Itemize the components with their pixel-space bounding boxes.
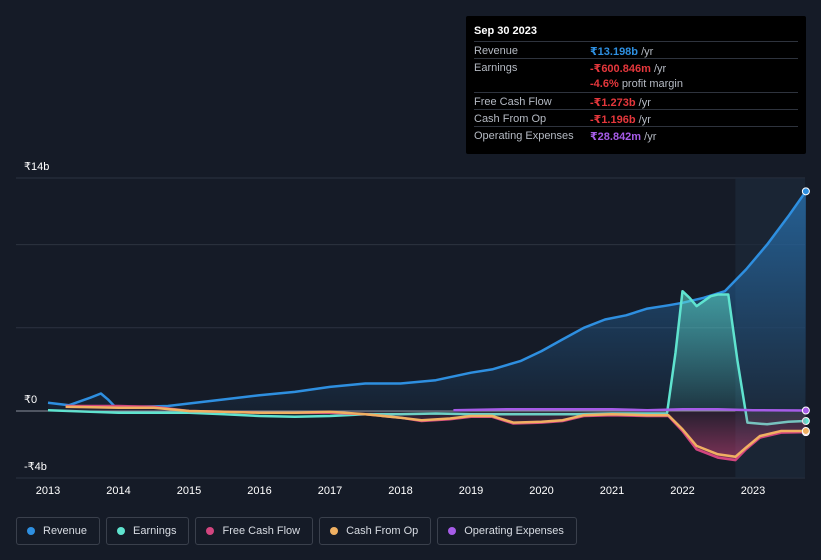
legend-item-revenue[interactable]: Revenue: [16, 517, 101, 545]
unit: /yr: [653, 63, 667, 75]
legend: Revenue Earnings Free Cash Flow Cash Fro…: [16, 517, 577, 547]
tooltip-panel: Sep 30 2023 Revenue ₹13.198b /yr Earning…: [466, 16, 806, 154]
cfo-value: -₹1.196b: [590, 114, 636, 126]
legend-label: Earnings: [133, 525, 177, 537]
tooltip-value-earnings: -₹600.846m /yr: [590, 62, 666, 75]
x-tick-label: 2022: [670, 485, 695, 497]
earnings-value: -₹600.846m: [590, 63, 651, 75]
cash-from-op-end-point: [801, 426, 810, 435]
legend-dot-icon: [448, 527, 457, 535]
legend-item-operating-expenses[interactable]: Operating Expenses: [437, 517, 577, 545]
x-tick-label: 2015: [176, 485, 202, 497]
legend-label: Revenue: [43, 525, 88, 537]
legend-item-free-cash-flow[interactable]: Free Cash Flow: [195, 517, 314, 545]
unit: /yr: [641, 46, 654, 58]
y-label-bottom: -₹4b: [24, 461, 47, 473]
tooltip-label: Cash From Op: [474, 113, 547, 125]
opex-value: ₹28.842m: [590, 131, 642, 143]
tooltip-row-fcf: Free Cash Flow -₹1.273b /yr: [474, 92, 798, 110]
legend-dot-icon: [206, 527, 215, 535]
tooltip-row-margin: -4.6% profit margin: [474, 75, 798, 92]
tooltip-row-earnings: Earnings -₹600.846m /yr: [474, 58, 798, 76]
unit: profit margin: [621, 78, 683, 90]
x-tick-label: 2020: [529, 485, 554, 497]
x-tick-label: 2023: [740, 485, 766, 497]
tooltip-value-cfo: -₹1.196b /yr: [590, 113, 651, 126]
x-tick-label: 2014: [106, 485, 131, 497]
tooltip-row-opex: Operating Expenses ₹28.842m /yr: [474, 126, 798, 144]
tooltip-date: Sep 30 2023: [474, 25, 537, 37]
tooltip-value-fcf: -₹1.273b /yr: [590, 96, 651, 109]
legend-label: Operating Expenses: [464, 525, 564, 537]
legend-dot-icon: [117, 527, 126, 535]
x-tick-label: 2019: [458, 485, 484, 497]
tooltip-value-revenue: ₹13.198b /yr: [590, 45, 653, 58]
margin-value: -4.6%: [590, 78, 619, 90]
tooltip-value-margin: -4.6% profit margin: [590, 78, 683, 90]
tooltip-label: Revenue: [474, 45, 519, 57]
operating-expenses-end-point: [801, 406, 810, 415]
tooltip-label: Earnings: [474, 62, 518, 74]
cash-from-op-line: [65, 405, 806, 459]
tooltip-label: Operating Expenses: [474, 130, 574, 142]
revenue-end-point: [801, 187, 810, 196]
tooltip-value-opex: ₹28.842m /yr: [590, 130, 656, 143]
legend-label: Free Cash Flow: [222, 525, 301, 537]
y-label-zero: ₹0: [24, 394, 38, 406]
x-tick-label: 2013: [35, 485, 61, 497]
legend-dot-icon: [27, 527, 35, 535]
y-label-top: ₹14b: [24, 161, 50, 173]
x-tick-label: 2017: [317, 485, 343, 497]
unit: /yr: [638, 114, 651, 126]
legend-label: Cash From Op: [346, 525, 419, 537]
unit: /yr: [644, 131, 657, 143]
earnings-area: [48, 291, 806, 425]
fcf-value: -₹1.273b: [590, 97, 636, 109]
legend-item-earnings[interactable]: Earnings: [106, 517, 190, 545]
x-tick-label: 2018: [388, 485, 413, 497]
series-layer: [47, 187, 810, 462]
legend-dot-icon: [330, 527, 339, 535]
x-tick-label: 2021: [599, 485, 625, 497]
revenue-value: ₹13.198b: [590, 46, 639, 58]
operating-expenses-line: [453, 408, 806, 412]
tooltip-label: Free Cash Flow: [474, 96, 552, 108]
free-cash-flow-area: [65, 406, 806, 461]
unit: /yr: [638, 97, 651, 109]
legend-item-cash-from-op[interactable]: Cash From Op: [319, 517, 432, 545]
revenue-area: [48, 191, 806, 411]
tooltip-row-cfo: Cash From Op -₹1.196b /yr: [474, 109, 798, 127]
tooltip-row-revenue: Revenue ₹13.198b /yr: [474, 41, 798, 59]
x-tick-label: 2016: [247, 485, 272, 497]
